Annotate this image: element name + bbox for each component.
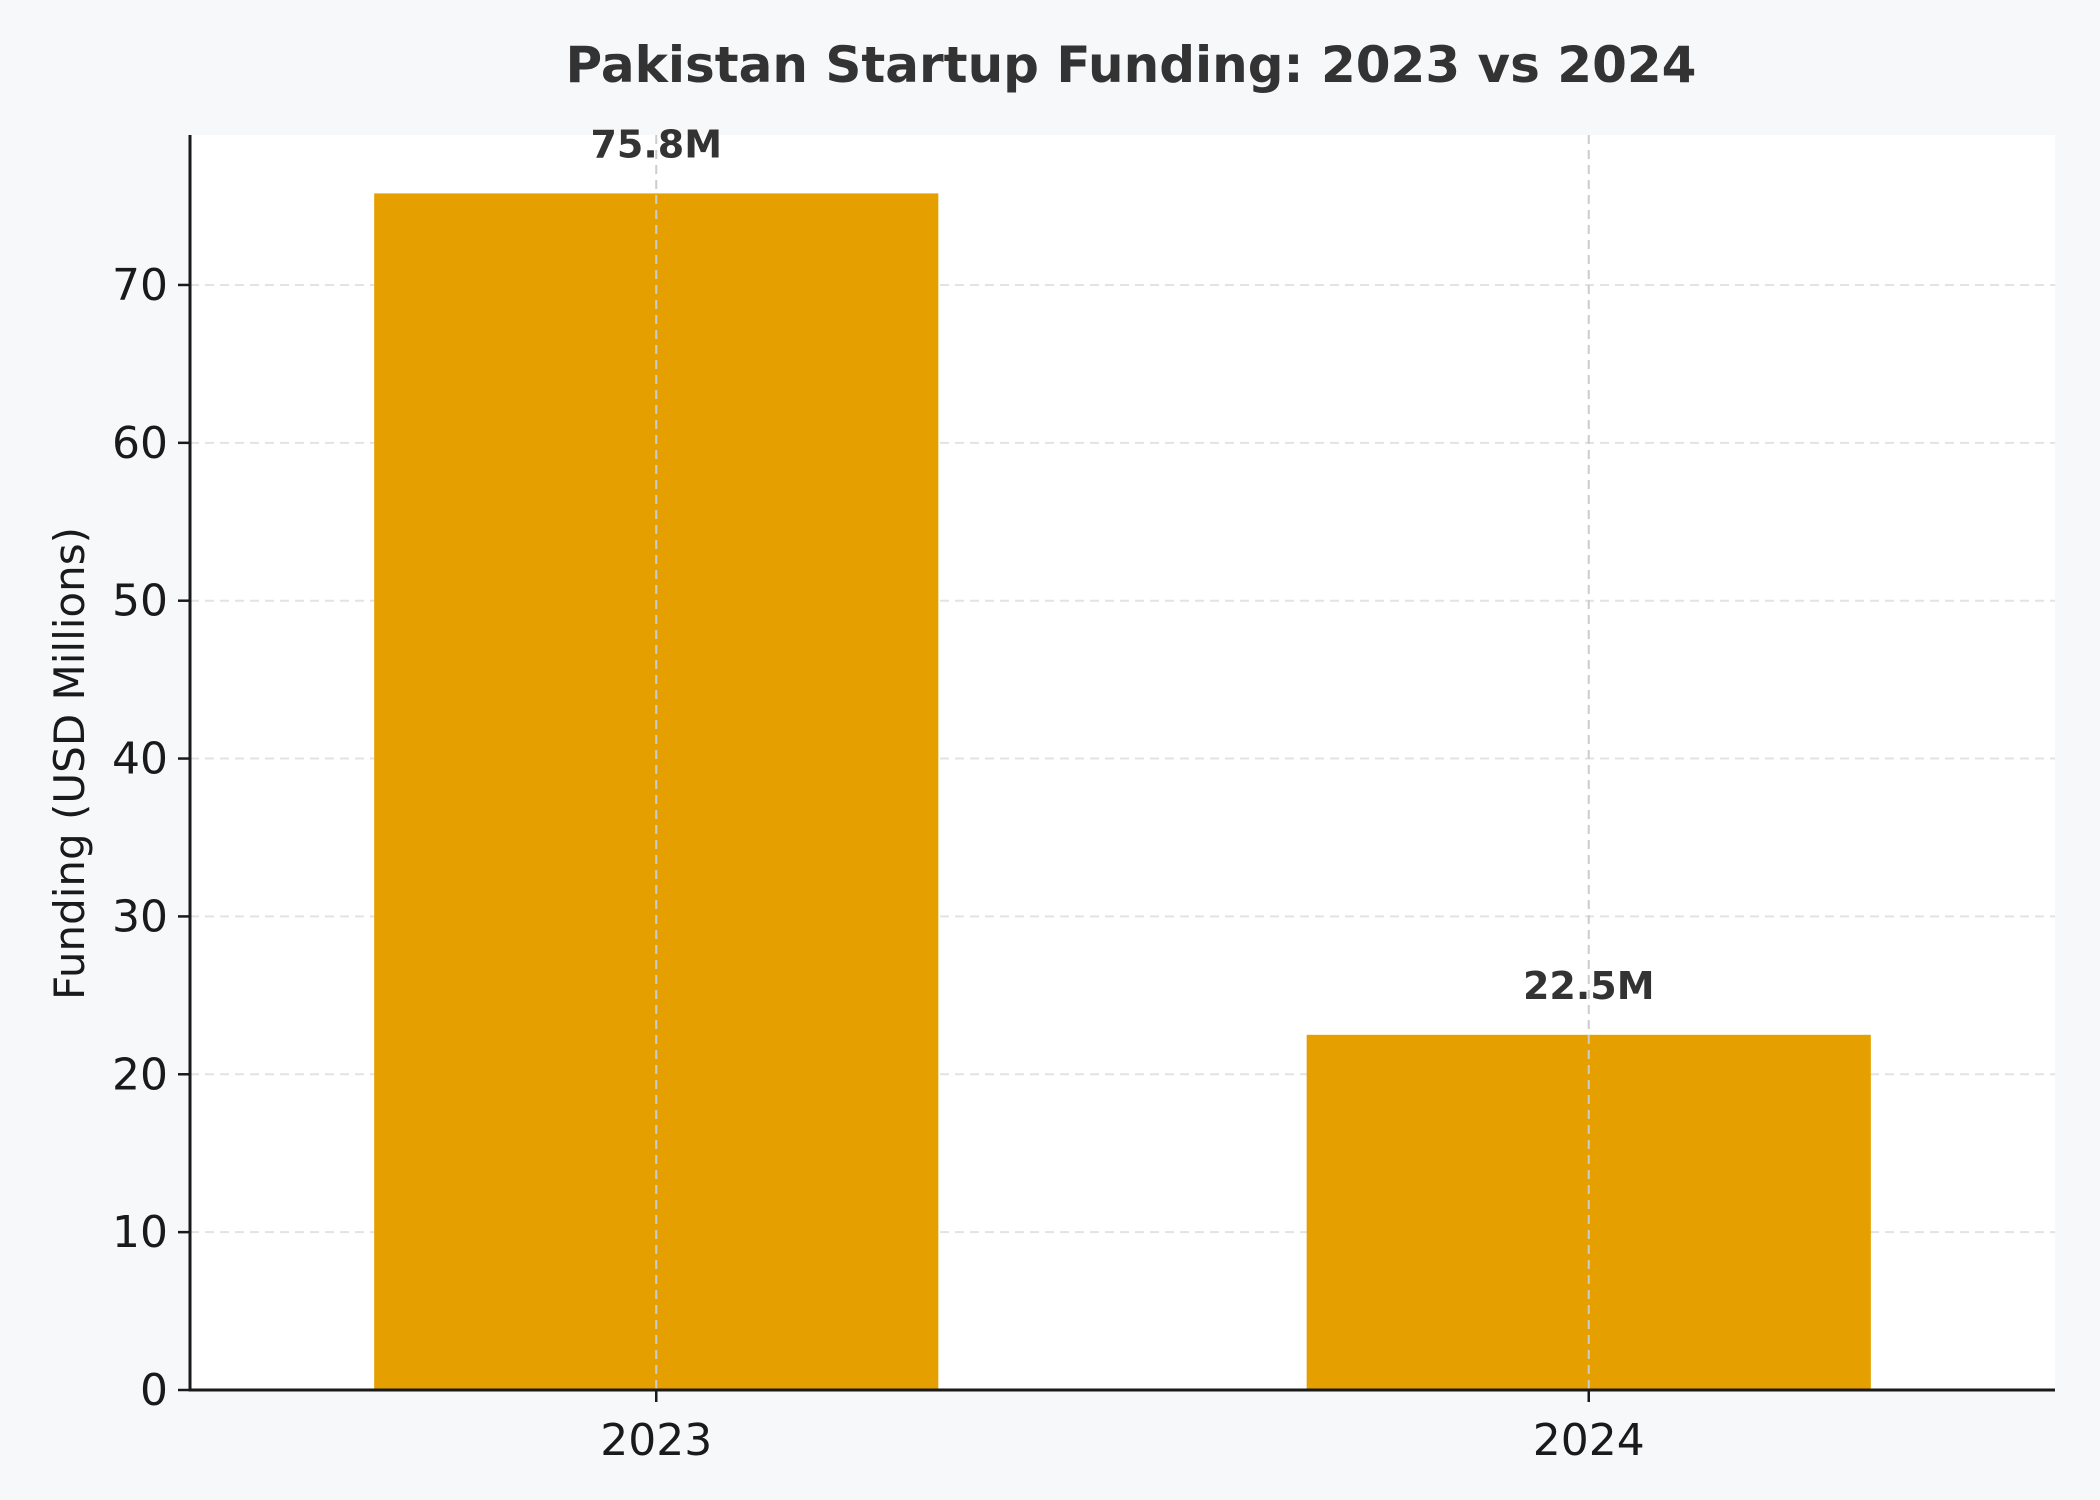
bar-2023 xyxy=(374,193,939,1390)
y-tick-label: 50 xyxy=(112,576,168,627)
axes xyxy=(188,135,2055,1392)
x-tick-label: 2023 xyxy=(600,1415,712,1466)
x-tick-label: 2024 xyxy=(1533,1415,1645,1466)
ticks: 0 10 20 30 40 50 60 70 2023 2024 xyxy=(112,260,1645,1466)
y-tick-label: 30 xyxy=(112,891,168,942)
y-tick-label: 60 xyxy=(112,418,168,469)
data-label: 22.5M xyxy=(1523,964,1655,1008)
y-tick-label: 0 xyxy=(140,1365,168,1416)
chart-title: Pakistan Startup Funding: 2023 vs 2024 xyxy=(566,36,1697,94)
data-labels: 75.8M 22.5M xyxy=(590,122,1654,1007)
y-tick-label: 20 xyxy=(112,1049,168,1100)
y-tick-label: 40 xyxy=(112,734,168,785)
y-tick-label: 10 xyxy=(112,1207,168,1258)
bar-2024 xyxy=(1306,1034,1871,1390)
y-axis-label: Funding (USD Millions) xyxy=(45,527,94,1000)
y-tick-label: 70 xyxy=(112,260,168,311)
bars xyxy=(374,135,1871,1390)
data-label: 75.8M xyxy=(590,122,722,166)
grid xyxy=(190,283,2055,1234)
